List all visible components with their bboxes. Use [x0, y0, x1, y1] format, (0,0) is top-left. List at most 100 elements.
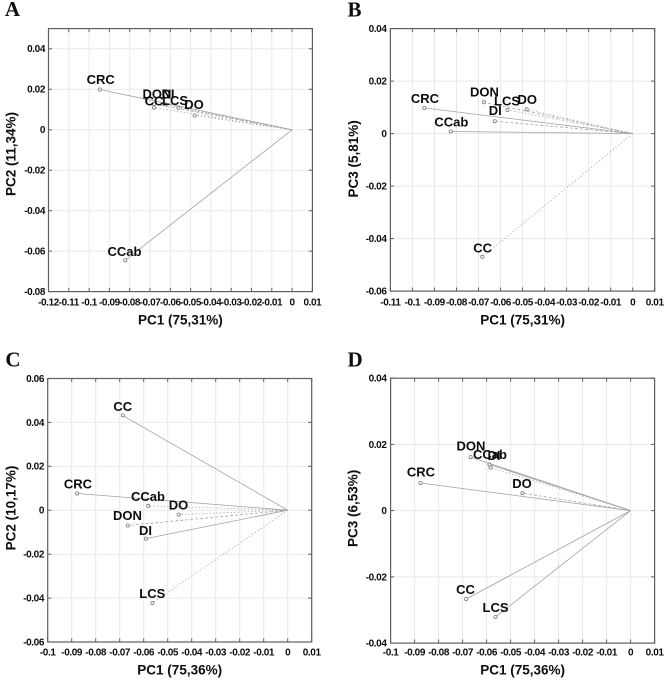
svg-text:-0.06: -0.06	[476, 648, 498, 659]
svg-text:-0.03: -0.03	[556, 298, 578, 309]
svg-text:PC2 (10,17%): PC2 (10,17%)	[4, 466, 19, 551]
svg-text:-0.12: -0.12	[38, 298, 60, 309]
svg-text:0: 0	[381, 506, 387, 517]
svg-text:B: B	[348, 0, 362, 22]
svg-text:PC1 (75,36%): PC1 (75,36%)	[137, 663, 222, 678]
svg-text:0.04: 0.04	[26, 418, 45, 429]
svg-text:0.04: 0.04	[369, 24, 388, 35]
svg-text:-0.01: -0.01	[253, 648, 275, 659]
svg-text:DON: DON	[143, 86, 172, 101]
svg-text:-0.05: -0.05	[157, 648, 179, 659]
svg-text:-0.01: -0.01	[600, 298, 622, 309]
svg-text:-0.06: -0.06	[24, 247, 46, 258]
svg-text:-0.04: -0.04	[181, 648, 203, 659]
svg-text:CCab: CCab	[473, 447, 507, 462]
svg-text:PC1 (75,36%): PC1 (75,36%)	[480, 663, 565, 678]
svg-text:-0.04: -0.04	[534, 298, 556, 309]
svg-text:CCab: CCab	[131, 489, 165, 504]
svg-text:0.02: 0.02	[26, 462, 45, 473]
svg-text:LCS: LCS	[162, 93, 188, 108]
svg-text:LCS: LCS	[483, 600, 509, 615]
svg-text:0.02: 0.02	[27, 85, 46, 96]
svg-text:0.02: 0.02	[369, 77, 388, 88]
svg-text:-0.02: -0.02	[229, 648, 251, 659]
svg-text:0.01: 0.01	[646, 648, 665, 659]
svg-text:0.01: 0.01	[303, 298, 322, 309]
svg-text:0: 0	[39, 506, 45, 517]
svg-text:-0.09: -0.09	[61, 648, 83, 659]
svg-text:0: 0	[630, 298, 636, 309]
svg-text:CRC: CRC	[64, 477, 93, 492]
svg-text:0.01: 0.01	[646, 298, 665, 309]
svg-text:0: 0	[40, 125, 46, 136]
svg-text:0: 0	[290, 298, 296, 309]
svg-text:DO: DO	[512, 476, 532, 491]
svg-text:-0.09: -0.09	[99, 298, 121, 309]
svg-text:-0.04: -0.04	[366, 234, 388, 245]
svg-text:-0.06: -0.06	[133, 648, 155, 659]
svg-text:-0.02: -0.02	[24, 166, 46, 177]
svg-text:-0.05: -0.05	[180, 298, 202, 309]
svg-text:-0.04: -0.04	[524, 648, 546, 659]
svg-text:-0.07: -0.07	[452, 648, 474, 659]
svg-text:-0.04: -0.04	[366, 639, 388, 650]
svg-text:DON: DON	[457, 439, 486, 454]
svg-text:-0.04: -0.04	[23, 594, 45, 605]
svg-text:0.06: 0.06	[26, 374, 45, 385]
svg-text:-0.05: -0.05	[512, 298, 534, 309]
svg-text:-0.02: -0.02	[572, 648, 594, 659]
svg-text:PC3 (5,81%): PC3 (5,81%)	[346, 120, 361, 197]
svg-text:-0.06: -0.06	[160, 298, 182, 309]
svg-text:PC1 (75,31%): PC1 (75,31%)	[480, 313, 565, 328]
svg-text:-0.11: -0.11	[59, 298, 80, 309]
svg-text:PC2 (11,34%): PC2 (11,34%)	[4, 112, 19, 196]
svg-text:-0.08: -0.08	[428, 648, 450, 659]
svg-text:-0.06: -0.06	[23, 637, 45, 648]
svg-text:CRC: CRC	[87, 72, 116, 87]
svg-text:-0.04: -0.04	[24, 206, 46, 217]
svg-text:PC3 (6,53%): PC3 (6,53%)	[346, 470, 361, 547]
svg-text:-0.09: -0.09	[424, 298, 446, 309]
svg-text:PC1 (75,31%): PC1 (75,31%)	[138, 313, 223, 328]
svg-text:DI: DI	[139, 523, 152, 538]
svg-text:-0.09: -0.09	[404, 648, 426, 659]
svg-text:0: 0	[381, 129, 387, 140]
svg-text:-0.02: -0.02	[366, 182, 388, 193]
svg-text:DI: DI	[162, 87, 175, 102]
svg-text:-0.1: -0.1	[81, 298, 97, 309]
svg-text:0: 0	[285, 648, 291, 659]
svg-text:DON: DON	[113, 508, 142, 523]
svg-text:-0.11: -0.11	[380, 298, 401, 309]
svg-text:DO: DO	[169, 498, 189, 513]
svg-text:-0.03: -0.03	[205, 648, 227, 659]
svg-text:-0.08: -0.08	[446, 298, 468, 309]
svg-text:DO: DO	[184, 97, 204, 112]
svg-text:-0.01: -0.01	[261, 298, 283, 309]
svg-text:-0.07: -0.07	[140, 298, 162, 309]
svg-text:-0.01: -0.01	[596, 648, 618, 659]
svg-text:-0.1: -0.1	[40, 648, 56, 659]
svg-text:-0.08: -0.08	[85, 648, 107, 659]
svg-text:0.01: 0.01	[303, 648, 322, 659]
svg-text:-0.08: -0.08	[119, 298, 141, 309]
svg-text:LCS: LCS	[494, 94, 520, 109]
svg-text:CC: CC	[473, 241, 492, 256]
svg-text:CCab: CCab	[108, 244, 142, 259]
svg-text:-0.05: -0.05	[500, 648, 522, 659]
svg-text:-0.07: -0.07	[109, 648, 131, 659]
svg-text:-0.06: -0.06	[490, 298, 512, 309]
svg-text:A: A	[5, 0, 21, 21]
svg-text:-0.1: -0.1	[383, 648, 399, 659]
svg-text:CC: CC	[113, 399, 132, 414]
svg-text:-0.02: -0.02	[366, 572, 388, 583]
svg-text:-0.02: -0.02	[241, 298, 263, 309]
svg-text:-0.06: -0.06	[366, 287, 388, 298]
svg-text:CRC: CRC	[411, 91, 440, 106]
svg-text:DO: DO	[518, 92, 538, 107]
svg-text:-0.08: -0.08	[24, 287, 46, 298]
svg-text:-0.02: -0.02	[578, 298, 600, 309]
svg-text:-0.03: -0.03	[548, 648, 570, 659]
svg-text:0: 0	[628, 648, 634, 659]
svg-text:DON: DON	[470, 85, 499, 100]
svg-text:C: C	[5, 348, 20, 372]
